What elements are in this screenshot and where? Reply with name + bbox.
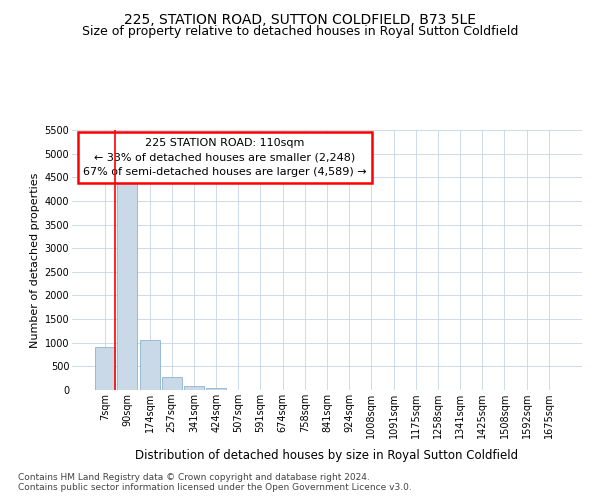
- Text: Contains public sector information licensed under the Open Government Licence v3: Contains public sector information licen…: [18, 483, 412, 492]
- Bar: [95, 348, 115, 390]
- Text: Contains HM Land Registry data © Crown copyright and database right 2024.: Contains HM Land Registry data © Crown c…: [18, 473, 370, 482]
- Text: Size of property relative to detached houses in Royal Sutton Coldfield: Size of property relative to detached ho…: [82, 25, 518, 38]
- Text: 225 STATION ROAD: 110sqm
← 33% of detached houses are smaller (2,248)
67% of sem: 225 STATION ROAD: 110sqm ← 33% of detach…: [83, 138, 367, 177]
- X-axis label: Distribution of detached houses by size in Royal Sutton Coldfield: Distribution of detached houses by size …: [136, 450, 518, 462]
- Bar: [206, 388, 226, 390]
- Bar: [140, 340, 160, 390]
- Y-axis label: Number of detached properties: Number of detached properties: [31, 172, 40, 348]
- Bar: [184, 386, 204, 390]
- Text: 225, STATION ROAD, SUTTON COLDFIELD, B73 5LE: 225, STATION ROAD, SUTTON COLDFIELD, B73…: [124, 12, 476, 26]
- Bar: [118, 174, 137, 390]
- Bar: [162, 377, 182, 390]
